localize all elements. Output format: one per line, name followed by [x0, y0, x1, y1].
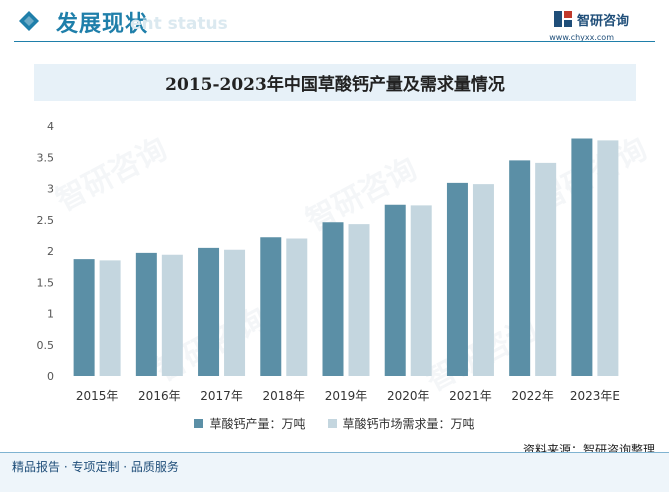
y-tick-label: 3.5: [37, 151, 55, 164]
bar-production: [260, 237, 282, 376]
legend-item-production: 草酸钙产量：万吨: [194, 415, 306, 432]
y-tick-label: 0.5: [37, 339, 55, 352]
bar-demand: [535, 162, 557, 376]
y-tick-label: 2: [47, 245, 54, 258]
y-tick-label: 2.5: [37, 214, 55, 227]
legend-swatch-demand: [327, 419, 337, 428]
x-category-label: 2023年E: [570, 389, 620, 403]
x-category-label: 2018年: [263, 389, 306, 403]
y-tick-label: 1: [47, 308, 54, 321]
x-category-label: 2022年: [511, 389, 554, 403]
header-divider: [14, 41, 655, 42]
y-tick-label: 0: [47, 370, 54, 383]
bar-production: [384, 204, 406, 376]
x-category-label: 2016年: [138, 389, 181, 403]
brand-name: 智研咨询: [576, 13, 629, 29]
x-category-label: 2021年: [449, 389, 492, 403]
x-category-label: 2017年: [200, 389, 243, 403]
legend-label-demand: 草酸钙市场需求量：万吨: [342, 417, 475, 431]
legend-label-production: 草酸钙产量：万吨: [209, 417, 306, 431]
bar-demand: [161, 254, 183, 376]
bar-production: [509, 160, 531, 376]
bar-production: [198, 247, 220, 376]
bar-demand: [99, 260, 121, 376]
section-subtitle: ent status: [130, 14, 228, 34]
bar-demand: [597, 140, 619, 376]
bar-production: [322, 222, 344, 376]
x-category-label: 2015年: [76, 389, 119, 403]
footer: 精品报告 · 专项定制 · 品质服务: [0, 453, 669, 492]
chart-legend: 草酸钙产量：万吨 草酸钙市场需求量：万吨: [0, 415, 669, 432]
brand-logo-icon: [553, 11, 572, 27]
x-category-label: 2019年: [325, 389, 368, 403]
bar-production: [135, 252, 157, 376]
bar-demand: [348, 224, 370, 376]
y-tick-label: 4: [47, 120, 54, 133]
legend-item-demand: 草酸钙市场需求量：万吨: [327, 415, 475, 432]
y-tick-label: 3: [47, 183, 54, 196]
chart-title-bar: 2015-2023年中国草酸钙产量及需求量情况: [34, 64, 636, 101]
footer-text: 精品报告 · 专项定制 · 品质服务: [12, 460, 179, 474]
bar-production: [446, 182, 468, 376]
y-tick-label: 1.5: [37, 276, 55, 289]
chart-title: 2015-2023年中国草酸钙产量及需求量情况: [165, 75, 505, 95]
bar-demand: [410, 205, 432, 376]
brand-url: www.chyxx.com: [549, 33, 614, 42]
section-title: 发展现状: [56, 12, 149, 37]
brand: 智研咨询: [553, 9, 629, 29]
bar-demand: [472, 184, 494, 376]
footer-divider: [0, 452, 669, 453]
x-category-label: 2020年: [387, 389, 430, 403]
diamond-icon: [19, 11, 39, 31]
bar-chart: 0 0.5 1 1.5 2 2.5 3 3.5 4 2015年 2016年 2017年 2018年 201…: [37, 120, 620, 403]
legend-swatch-production: [194, 419, 204, 428]
bar-production: [571, 138, 593, 376]
bar-demand: [224, 249, 246, 376]
bar-demand: [286, 238, 308, 376]
bar-production: [73, 259, 95, 376]
